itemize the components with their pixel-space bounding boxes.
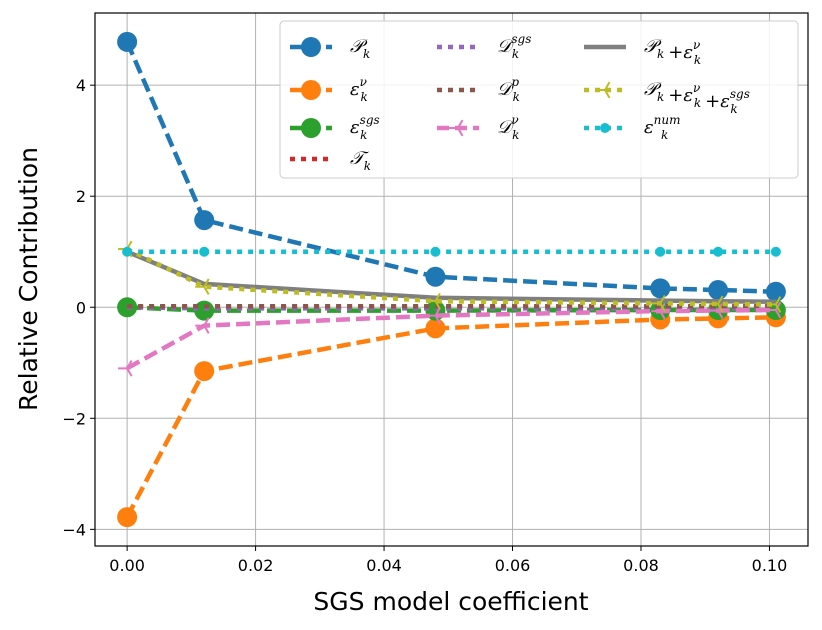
legend-item-eps_sgs: εsgs k	[290, 113, 380, 142]
data-point	[199, 246, 210, 257]
legend-item-D_nu: 𝒟ν k	[437, 113, 519, 142]
series-eps_num	[122, 246, 781, 257]
legend-marker	[301, 37, 321, 57]
legend-item-P_plus_eps_nu_plus_eps_sgs: 𝒫k +εν k +εsgs k	[584, 79, 750, 116]
x-tick-label: 0.04	[366, 556, 402, 575]
data-point	[650, 278, 671, 299]
data-point	[766, 296, 782, 313]
data-point	[651, 295, 666, 312]
legend-marker	[301, 80, 321, 100]
x-tick-label: 0.08	[623, 556, 659, 575]
data-point	[194, 361, 215, 382]
data-point	[430, 246, 441, 257]
x-tick-label: 0.06	[495, 556, 531, 575]
x-tick-label: 0.10	[752, 556, 788, 575]
plot-frame	[94, 12, 809, 547]
series-line-P_plus_eps_nu_plus_eps_sgs	[126, 246, 776, 307]
legend-label: 𝒟p k	[497, 75, 520, 104]
legend-marker	[301, 118, 321, 138]
data-point	[195, 317, 210, 334]
data-point	[425, 266, 446, 287]
data-point	[708, 280, 729, 301]
legend-box	[279, 20, 799, 179]
data-point	[709, 295, 724, 313]
y-tick-label: 2	[76, 187, 86, 206]
data-point	[195, 278, 210, 296]
series-layer	[117, 31, 786, 528]
data-point	[118, 360, 133, 377]
legend-item-eps_nu: εν k	[290, 75, 368, 104]
legend-item-D_sgs: 𝒟sgs k	[437, 32, 531, 61]
data-point	[655, 246, 666, 257]
legend-marker	[596, 81, 611, 99]
legend-label: 𝒟sgs k	[497, 32, 531, 61]
series-P_k	[117, 31, 786, 302]
legend-label: εnum k	[644, 113, 681, 142]
legend-item-D_p: 𝒟p k	[437, 75, 520, 104]
legend-label: 𝒟ν k	[497, 113, 519, 142]
data-point	[770, 246, 781, 257]
data-point	[425, 318, 446, 339]
legend-item-eps_num: εnum k	[584, 113, 681, 142]
y-tick-label: 0	[76, 298, 86, 317]
data-point	[426, 292, 441, 310]
y-tick-label: 4	[76, 76, 86, 95]
legend-marker	[600, 123, 610, 133]
y-axis-label: Relative Contribution	[14, 147, 43, 411]
legend-label: εsgs k	[350, 113, 380, 142]
data-point	[765, 281, 786, 302]
y-axis-ticks: −4 −2 0 2 4	[62, 76, 95, 539]
y-tick-label: −2	[62, 409, 86, 428]
data-point	[766, 301, 782, 319]
legend-label: 𝒫k +εν k +εsgs k	[644, 79, 750, 116]
series-D_nu	[118, 301, 782, 377]
x-axis-label: SGS model coefficient	[313, 587, 588, 616]
data-point	[122, 246, 133, 257]
x-tick-label: 0.00	[109, 556, 145, 575]
x-tick-label: 0.02	[238, 556, 274, 575]
data-point	[713, 246, 724, 257]
data-point	[117, 31, 138, 52]
legend-label: εν k	[350, 75, 368, 104]
series-P_plus_eps_nu_plus_eps_sgs	[118, 240, 782, 313]
x-axis-ticks: 0.00 0.02 0.04 0.06 0.08 0.10	[109, 546, 787, 575]
data-point	[117, 507, 138, 528]
series-line-D_nu	[126, 307, 776, 371]
data-point	[194, 210, 215, 231]
legend-marker	[449, 119, 464, 137]
y-tick-label: −4	[62, 520, 86, 539]
